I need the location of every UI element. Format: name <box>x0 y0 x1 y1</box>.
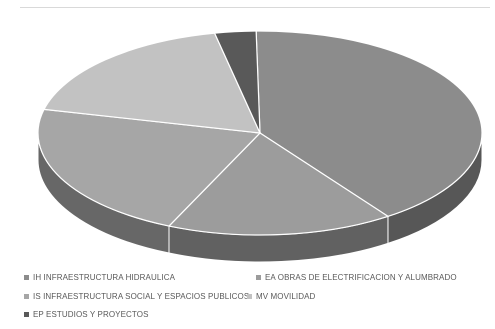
chart-legend: IH INFRAESTRUCTURA HIDRAULICA EA OBRAS D… <box>24 270 494 326</box>
legend-swatch-ep <box>24 312 29 317</box>
legend-item-ea: EA OBRAS DE ELECTRIFICACION Y ALUMBRADO <box>256 273 457 282</box>
legend-label-ea: EA OBRAS DE ELECTRIFICACION Y ALUMBRADO <box>265 273 457 282</box>
pie-slice-is <box>37 108 262 227</box>
pie-slice-mv <box>43 32 261 134</box>
pie-top-faces <box>37 30 483 236</box>
pie-slice-ih <box>255 30 483 218</box>
legend-item-ep: EP ESTUDIOS Y PROYECTOS <box>24 310 149 319</box>
legend-label-ih: IH INFRAESTRUCTURA HIDRAULICA <box>33 273 176 282</box>
legend-label-ep: EP ESTUDIOS Y PROYECTOS <box>33 310 149 319</box>
legend-swatch-ih <box>24 275 29 280</box>
pie-slice-ea <box>167 132 390 236</box>
legend-item-is: IS INFRAESTRUCTURA SOCIAL Y ESPACIOS PUB… <box>24 292 249 301</box>
legend-item-ih: IH INFRAESTRUCTURA HIDRAULICA <box>24 273 175 282</box>
legend-swatch-mv <box>247 294 252 299</box>
legend-swatch-is <box>24 294 29 299</box>
pie-slice-ep <box>213 30 261 134</box>
legend-item-mv: MV MOVILIDAD <box>247 292 315 301</box>
legend-label-is: IS INFRAESTRUCTURA SOCIAL Y ESPACIOS PUB… <box>33 292 250 301</box>
legend-swatch-ea <box>256 275 261 280</box>
chart-top-border <box>20 7 490 8</box>
legend-label-mv: MV MOVILIDAD <box>256 292 316 301</box>
